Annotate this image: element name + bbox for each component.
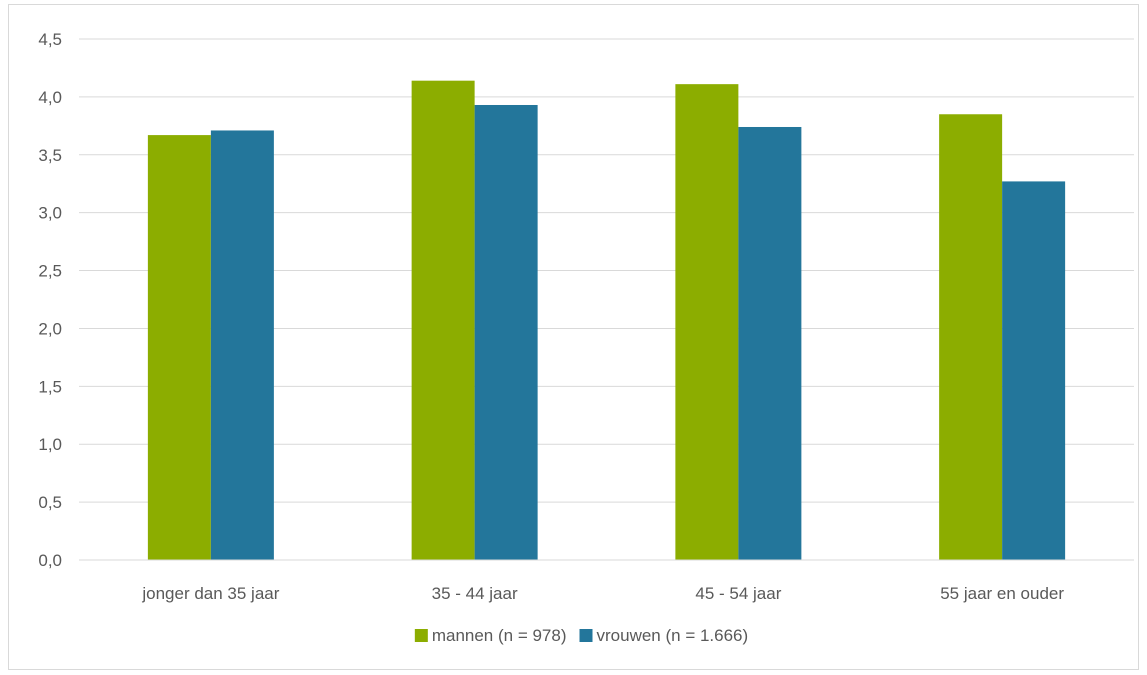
x-category-label: 45 - 54 jaar [695,584,781,603]
legend-label: vrouwen (n = 1.666) [597,626,749,645]
bar [474,104,538,560]
legend: mannen (n = 978) vrouwen (n = 1.666) [414,626,749,645]
y-axis-tick-labels: 0,0 0,5 1,0 1,5 2,0 2,5 3,0 3,5 4,0 4,5 [38,30,62,570]
y-tick-label: 4,0 [38,88,62,107]
y-tick-label: 2,5 [38,262,62,281]
x-category-label: jonger dan 35 jaar [141,584,279,603]
legend-swatch [579,629,593,642]
x-axis-category-labels: jonger dan 35 jaar 35 - 44 jaar 45 - 54 ja… [141,584,1064,603]
x-category-label: 35 - 44 jaar [432,584,518,603]
y-tick-label: 4,5 [38,30,62,49]
y-tick-label: 1,0 [38,435,62,454]
bar [939,114,1003,560]
legend-swatch [414,629,428,642]
x-category-label: 55 jaar en ouder [940,584,1064,603]
y-tick-label: 3,5 [38,146,62,165]
bars [147,80,1066,561]
bar [675,84,739,561]
y-tick-label: 2,0 [38,319,62,338]
y-tick-label: 0,0 [38,551,62,570]
bar [738,126,802,560]
bar [411,80,475,561]
legend-label: mannen (n = 978) [432,626,567,645]
y-tick-label: 3,0 [38,204,62,223]
bar [147,135,211,560]
bar [1002,181,1066,560]
bar-chart: 0,0 0,5 1,0 1,5 2,0 2,5 3,0 3,5 4,0 4,5 jonger da… [38,30,1134,645]
y-tick-label: 0,5 [38,493,62,512]
y-tick-label: 1,5 [38,377,62,396]
chart-frame: 0,0 0,5 1,0 1,5 2,0 2,5 3,0 3,5 4,0 4,5 jonger da… [8,4,1139,670]
bar [210,130,274,560]
